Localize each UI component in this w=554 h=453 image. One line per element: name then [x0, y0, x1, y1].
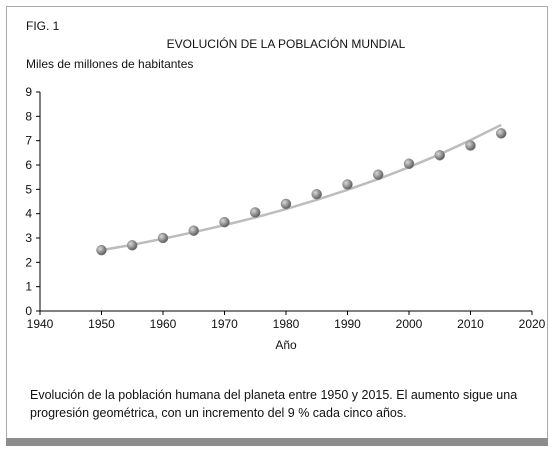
- y-tick-label: 4: [25, 207, 32, 221]
- y-tick-label: 9: [25, 85, 32, 99]
- y-tick-label: 0: [25, 304, 32, 318]
- y-tick-label: 7: [25, 134, 32, 148]
- y-tick-label: 1: [25, 280, 32, 294]
- data-point: [465, 140, 476, 151]
- x-tick-label: 1970: [211, 317, 238, 331]
- data-point: [280, 198, 292, 210]
- data-point: [219, 216, 230, 228]
- data-point: [434, 150, 445, 161]
- y-tick-label: 8: [25, 109, 32, 123]
- x-tick-label: 2010: [457, 317, 484, 331]
- fig-label: FIG. 1: [26, 19, 60, 33]
- data-point: [403, 158, 415, 170]
- data-point: [373, 169, 384, 180]
- data-point: [342, 179, 353, 190]
- data-point: [188, 225, 199, 236]
- data-point: [127, 240, 138, 251]
- trend-line: [101, 123, 502, 252]
- data-point: [96, 244, 107, 256]
- x-tick-label: 1990: [334, 317, 361, 331]
- data-point: [496, 128, 507, 139]
- bottom-band: [6, 438, 548, 446]
- x-axis-label: Año: [275, 338, 297, 352]
- data-point: [311, 188, 322, 200]
- frame: [6, 6, 548, 441]
- y-tick-label: 5: [25, 182, 32, 196]
- data-point: [250, 207, 261, 218]
- chart-title: EVOLUCIÓN DE LA POBLACIÓN MUNDIAL: [167, 36, 406, 51]
- x-tick-label: 2000: [396, 317, 423, 331]
- x-tick-label: 2020: [519, 317, 546, 331]
- y-tick-label: 2: [25, 255, 32, 269]
- x-tick-label: 1980: [273, 317, 300, 331]
- x-tick-label: 1940: [27, 317, 54, 331]
- caption: Evolución de la población humana del pla…: [30, 388, 518, 420]
- y-tick-label: 3: [25, 231, 32, 245]
- x-tick-label: 1960: [150, 317, 177, 331]
- y-axis-label: Miles de millones de habitantes: [26, 57, 193, 71]
- data-point: [157, 232, 169, 244]
- y-tick-label: 6: [25, 158, 32, 172]
- x-tick-label: 1950: [88, 317, 115, 331]
